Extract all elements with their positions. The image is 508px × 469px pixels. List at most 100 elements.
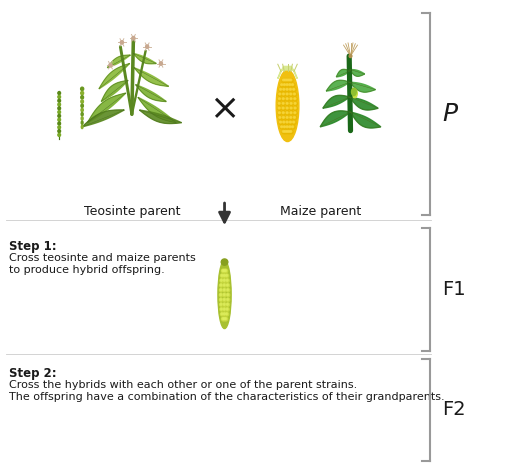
Text: to produce hybrid offspring.: to produce hybrid offspring.: [9, 265, 164, 275]
Ellipse shape: [225, 317, 228, 321]
Ellipse shape: [81, 96, 83, 99]
Ellipse shape: [290, 106, 293, 110]
Ellipse shape: [282, 111, 285, 115]
Ellipse shape: [220, 279, 223, 281]
Ellipse shape: [286, 84, 288, 85]
Text: F1: F1: [442, 280, 466, 299]
Ellipse shape: [220, 279, 223, 282]
Ellipse shape: [224, 303, 225, 305]
Ellipse shape: [291, 125, 295, 129]
Ellipse shape: [219, 293, 223, 297]
Ellipse shape: [279, 121, 281, 123]
Ellipse shape: [226, 279, 228, 281]
Circle shape: [109, 63, 112, 67]
Polygon shape: [138, 97, 176, 123]
Ellipse shape: [220, 298, 221, 301]
Ellipse shape: [280, 126, 282, 128]
Ellipse shape: [285, 106, 290, 110]
Ellipse shape: [286, 121, 288, 123]
Ellipse shape: [294, 97, 297, 101]
Ellipse shape: [219, 288, 223, 292]
Ellipse shape: [286, 93, 288, 95]
Ellipse shape: [227, 303, 229, 305]
Ellipse shape: [285, 125, 290, 129]
Circle shape: [132, 37, 135, 40]
Ellipse shape: [279, 116, 281, 118]
Ellipse shape: [285, 116, 290, 120]
Ellipse shape: [292, 88, 296, 91]
Ellipse shape: [282, 93, 285, 96]
Ellipse shape: [286, 112, 288, 113]
Ellipse shape: [294, 93, 296, 95]
Ellipse shape: [81, 117, 83, 120]
Ellipse shape: [290, 116, 293, 120]
Ellipse shape: [282, 112, 284, 113]
Text: Step 2:: Step 2:: [9, 367, 56, 380]
Ellipse shape: [283, 83, 287, 87]
Ellipse shape: [288, 130, 290, 132]
Ellipse shape: [58, 114, 60, 117]
Ellipse shape: [227, 298, 229, 301]
Ellipse shape: [294, 106, 297, 110]
Polygon shape: [350, 97, 378, 110]
Ellipse shape: [294, 98, 296, 99]
Ellipse shape: [290, 121, 292, 123]
Ellipse shape: [225, 318, 227, 320]
Ellipse shape: [294, 107, 296, 109]
Ellipse shape: [290, 79, 292, 81]
Ellipse shape: [220, 294, 221, 296]
Ellipse shape: [294, 102, 297, 106]
Polygon shape: [140, 110, 181, 123]
Ellipse shape: [286, 98, 288, 99]
Ellipse shape: [226, 303, 230, 306]
Ellipse shape: [219, 303, 223, 306]
Ellipse shape: [226, 274, 228, 277]
Ellipse shape: [58, 107, 60, 110]
Ellipse shape: [222, 270, 224, 272]
Ellipse shape: [220, 308, 223, 311]
Ellipse shape: [226, 308, 228, 310]
Ellipse shape: [290, 130, 292, 132]
Ellipse shape: [290, 102, 292, 104]
Ellipse shape: [280, 125, 284, 129]
Text: P: P: [442, 102, 457, 126]
Ellipse shape: [221, 317, 225, 321]
Ellipse shape: [279, 93, 281, 95]
Polygon shape: [107, 55, 131, 68]
Ellipse shape: [285, 83, 290, 87]
Ellipse shape: [288, 130, 291, 134]
Ellipse shape: [224, 289, 225, 291]
Polygon shape: [99, 63, 130, 89]
Ellipse shape: [282, 102, 285, 106]
Ellipse shape: [223, 284, 226, 287]
Polygon shape: [323, 95, 350, 108]
Ellipse shape: [58, 129, 60, 133]
Ellipse shape: [279, 88, 281, 90]
Ellipse shape: [227, 294, 229, 296]
Polygon shape: [82, 110, 124, 127]
Ellipse shape: [220, 308, 223, 310]
Ellipse shape: [290, 102, 293, 106]
Polygon shape: [350, 82, 375, 92]
Ellipse shape: [290, 98, 292, 99]
Ellipse shape: [278, 106, 281, 110]
Ellipse shape: [222, 318, 224, 320]
Ellipse shape: [282, 102, 284, 104]
Ellipse shape: [224, 298, 225, 301]
Ellipse shape: [219, 298, 223, 302]
Ellipse shape: [220, 289, 221, 291]
Polygon shape: [278, 67, 297, 79]
Ellipse shape: [224, 308, 225, 310]
Ellipse shape: [285, 93, 290, 96]
Ellipse shape: [284, 79, 288, 82]
Ellipse shape: [223, 298, 226, 302]
Ellipse shape: [226, 308, 229, 311]
Ellipse shape: [285, 79, 290, 82]
Ellipse shape: [223, 274, 226, 278]
Polygon shape: [101, 80, 128, 102]
Ellipse shape: [290, 111, 293, 115]
Ellipse shape: [218, 261, 231, 329]
Ellipse shape: [224, 318, 225, 320]
Circle shape: [120, 41, 123, 44]
Text: ×: ×: [209, 92, 240, 126]
